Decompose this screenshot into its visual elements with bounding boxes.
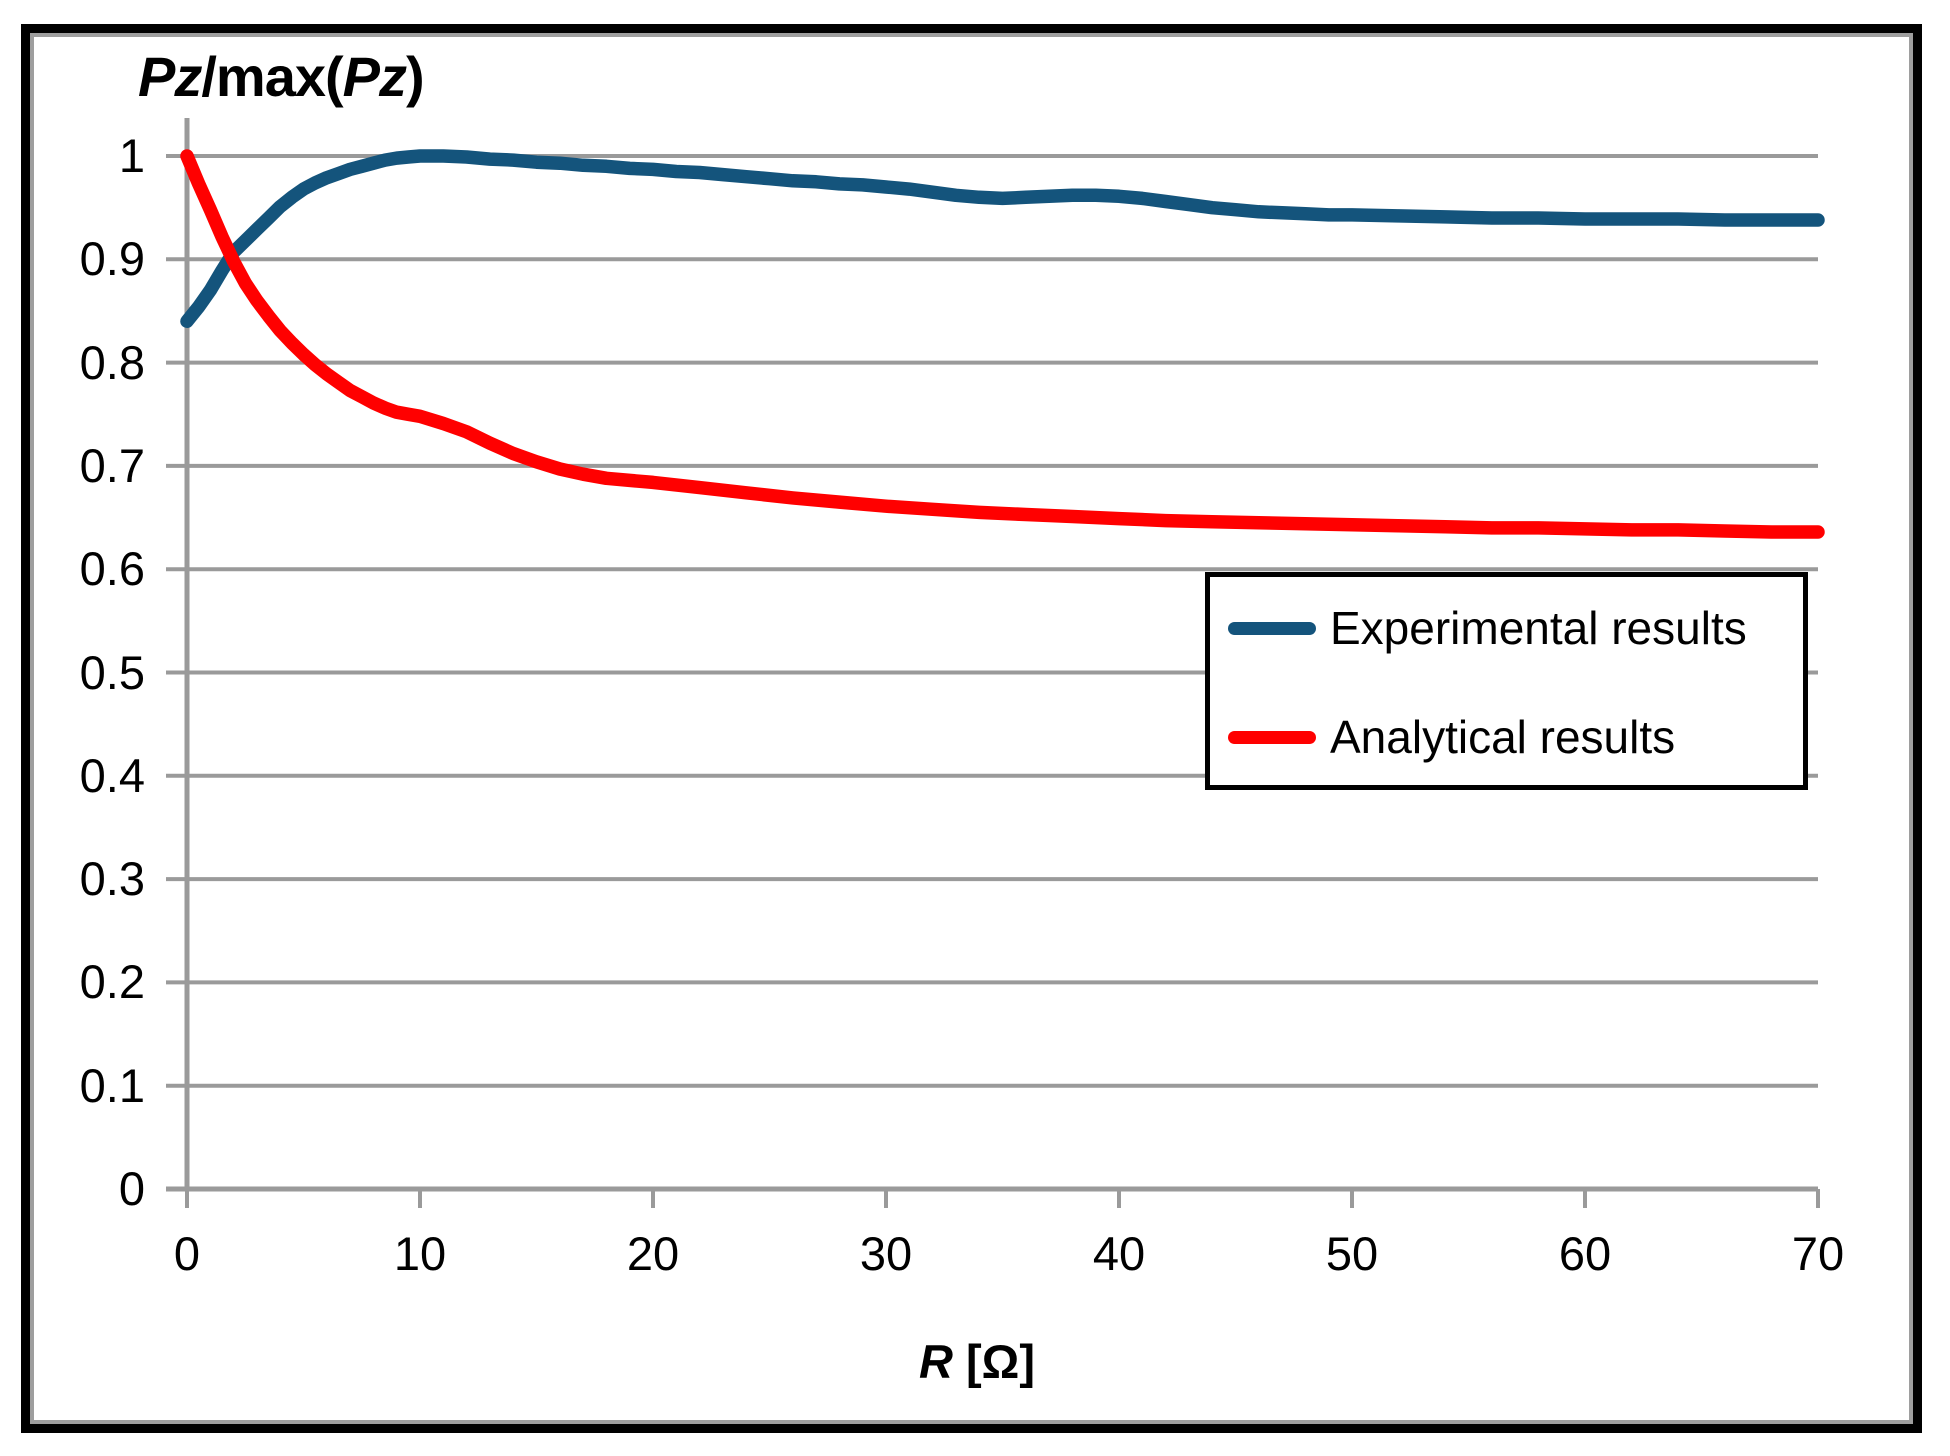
series-experimental-line xyxy=(180,149,1825,329)
data-series xyxy=(180,149,1825,539)
x-tick-label: 40 xyxy=(1092,1227,1146,1280)
chart-outer-frame xyxy=(21,24,1922,1433)
chart-title-seg: ) xyxy=(406,45,425,108)
x-tick-label: 50 xyxy=(1325,1227,1379,1280)
y-tick-label: 0.9 xyxy=(79,232,145,286)
gridlines xyxy=(187,154,1818,1088)
y-tick-label: 1 xyxy=(118,129,145,182)
x-tick-label: 20 xyxy=(626,1227,680,1280)
series-analytical-line xyxy=(180,149,1825,539)
x-tick-label: 30 xyxy=(859,1227,913,1280)
y-tick-label: 0.7 xyxy=(79,438,145,492)
y-tick-label: 0.3 xyxy=(79,852,145,906)
x-axis-title: R [Ω] xyxy=(777,1334,1177,1389)
legend-label-analytical: Analytical results xyxy=(1330,711,1676,763)
x-tick-label: 10 xyxy=(393,1227,447,1280)
y-tick-label: 0.2 xyxy=(79,955,145,1009)
chart-title-seg: Pz xyxy=(138,45,202,108)
y-tick-label: 0.5 xyxy=(79,645,145,699)
y-tick-label: 0.4 xyxy=(79,748,145,802)
y-tick-label: 0.6 xyxy=(79,542,145,596)
legend: Experimental results Analytical results xyxy=(1205,572,1808,790)
x-tick-label: 0 xyxy=(173,1227,201,1280)
experimental-line-swatch xyxy=(1228,622,1316,635)
chart-title: Pz/max(Pz) xyxy=(138,44,425,109)
x-tick-label: 70 xyxy=(1791,1227,1845,1280)
y-tick-label: 0.1 xyxy=(79,1058,145,1112)
y-tick-label: 0.8 xyxy=(79,335,145,389)
x-axis-title-seg: [Ω] xyxy=(952,1335,1035,1388)
analytical-line-swatch xyxy=(1228,731,1316,744)
y-tick-label: 0 xyxy=(118,1162,145,1215)
x-axis-title-seg: R xyxy=(919,1335,953,1388)
chart-title-seg: Pz xyxy=(342,45,407,108)
chart-title-seg: /max( xyxy=(201,45,343,108)
legend-label-experimental: Experimental results xyxy=(1330,602,1747,654)
x-tick-label: 60 xyxy=(1558,1227,1612,1280)
axes-and-ticks xyxy=(166,118,1820,1208)
